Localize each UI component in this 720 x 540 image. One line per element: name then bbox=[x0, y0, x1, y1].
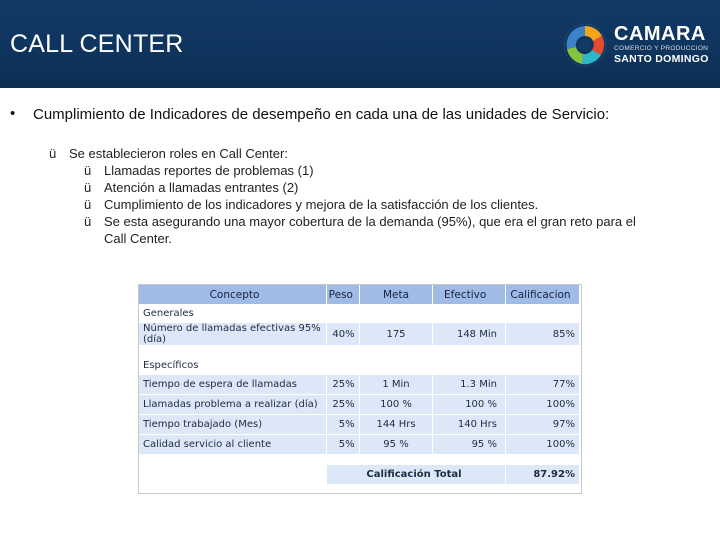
check-icon: ü bbox=[84, 180, 92, 195]
header-efectivo: Efectivo bbox=[432, 285, 506, 304]
cell-concepto: Calidad servicio al cliente bbox=[139, 434, 327, 455]
header-bar: CALL CENTER CAMARA COMERCIO Y PRODUCCION… bbox=[0, 0, 720, 88]
cell-efectivo: 148 Min bbox=[432, 323, 506, 346]
table-row: Llamadas problema a realizar (día) 25% 1… bbox=[139, 394, 579, 415]
camara-logo-mark-icon bbox=[563, 23, 607, 67]
check-icon: ü bbox=[84, 197, 92, 212]
section-label-row: Específicos bbox=[139, 356, 579, 375]
check-icon: ü bbox=[84, 214, 92, 229]
spacer-row bbox=[139, 345, 579, 356]
check-icon: ü bbox=[84, 163, 92, 178]
roles-item-text: Se esta asegurando una mayor cobertura d… bbox=[104, 214, 636, 229]
cell-calificacion: 77% bbox=[504, 375, 579, 395]
cell-concepto: Llamadas problema a realizar (día) bbox=[139, 394, 327, 415]
cell-concepto: Tiempo trabajado (Mes) bbox=[139, 414, 327, 435]
cell-efectivo: 1.3 Min bbox=[432, 375, 506, 395]
roles-item: ü Cumplimiento de los indicadores y mejor… bbox=[84, 197, 538, 213]
cell-concepto: Número de llamadas efectivas 95% (día) bbox=[139, 323, 327, 346]
cell-concepto: Tiempo de espera de llamadas bbox=[139, 375, 327, 395]
section-generales-label: Generales bbox=[139, 304, 579, 323]
cell-meta: 144 Hrs bbox=[358, 414, 433, 435]
cell-meta: 95 % bbox=[358, 434, 433, 455]
cell-efectivo: 140 Hrs bbox=[432, 414, 506, 435]
check-icon: ü bbox=[49, 146, 57, 161]
roles-item-text: Atención a llamadas entrantes (2) bbox=[104, 180, 299, 195]
spacer-row bbox=[139, 454, 579, 465]
cell-meta: 1 Min bbox=[358, 375, 433, 395]
table-header-row: Concepto Peso Meta Efectivo Calificacion bbox=[139, 285, 579, 304]
page-title: CALL CENTER bbox=[10, 30, 184, 58]
indicators-table: Concepto Peso Meta Efectivo Calificacion… bbox=[138, 284, 582, 494]
header-meta: Meta bbox=[358, 285, 433, 304]
cell-calificacion: 97% bbox=[504, 414, 579, 435]
cell-peso: 25% bbox=[326, 375, 360, 395]
logo-brand-text: CAMARA bbox=[614, 23, 706, 45]
roles-item: ü Llamadas reportes de problemas (1) bbox=[84, 163, 314, 179]
total-value: 87.92% bbox=[504, 465, 579, 484]
cell-meta: 100 % bbox=[358, 394, 433, 415]
main-bullet-text: Cumplimiento de Indicadores de desempeño… bbox=[33, 106, 610, 123]
total-row: Calificación Total 87.92% bbox=[139, 465, 579, 484]
section-label-row: Generales bbox=[139, 304, 579, 323]
camara-logo: CAMARA COMERCIO Y PRODUCCION SANTO DOMIN… bbox=[562, 20, 712, 70]
table-row: Tiempo trabajado (Mes) 5% 144 Hrs 140 Hr… bbox=[139, 414, 579, 435]
logo-subtitle-2: SANTO DOMINGO bbox=[614, 53, 709, 65]
total-empty-cell bbox=[139, 465, 327, 484]
table-row: Calidad servicio al cliente 5% 95 % 95 %… bbox=[139, 434, 579, 455]
header-concepto: Concepto bbox=[139, 285, 327, 304]
cell-peso: 5% bbox=[326, 434, 360, 455]
cell-calificacion: 85% bbox=[504, 323, 579, 346]
cell-efectivo: 100 % bbox=[432, 394, 506, 415]
roles-intro-text: Se establecieron roles en Call Center: bbox=[69, 146, 288, 161]
roles-intro: ü Se establecieron roles en Call Center: bbox=[49, 146, 288, 162]
section-especificos-label: Específicos bbox=[139, 356, 579, 375]
bullet-dot: • bbox=[10, 105, 16, 122]
header-peso: Peso bbox=[326, 285, 360, 304]
logo-subtitle-1: COMERCIO Y PRODUCCION bbox=[614, 45, 709, 52]
roles-item-text: Cumplimiento de los indicadores y mejora… bbox=[104, 197, 539, 212]
cell-efectivo: 95 % bbox=[432, 434, 506, 455]
cell-calificacion: 100% bbox=[504, 394, 579, 415]
roles-item-continuation: Call Center. bbox=[104, 231, 172, 246]
total-label: Calificación Total bbox=[326, 465, 506, 484]
header-calificacion: Calificacion bbox=[504, 285, 579, 304]
cell-peso: 5% bbox=[326, 414, 360, 435]
roles-item-text: Llamadas reportes de problemas (1) bbox=[104, 163, 314, 178]
cell-meta: 175 bbox=[358, 323, 433, 346]
roles-item: ü Atención a llamadas entrantes (2) bbox=[84, 180, 298, 196]
table-row: Tiempo de espera de llamadas 25% 1 Min 1… bbox=[139, 375, 579, 395]
cell-peso: 40% bbox=[326, 323, 360, 346]
roles-item: ü Se esta asegurando una mayor cobertura … bbox=[84, 214, 636, 230]
cell-calificacion: 100% bbox=[504, 434, 579, 455]
cell-peso: 25% bbox=[326, 394, 360, 415]
table-row: Número de llamadas efectivas 95% (día) 4… bbox=[139, 323, 579, 346]
